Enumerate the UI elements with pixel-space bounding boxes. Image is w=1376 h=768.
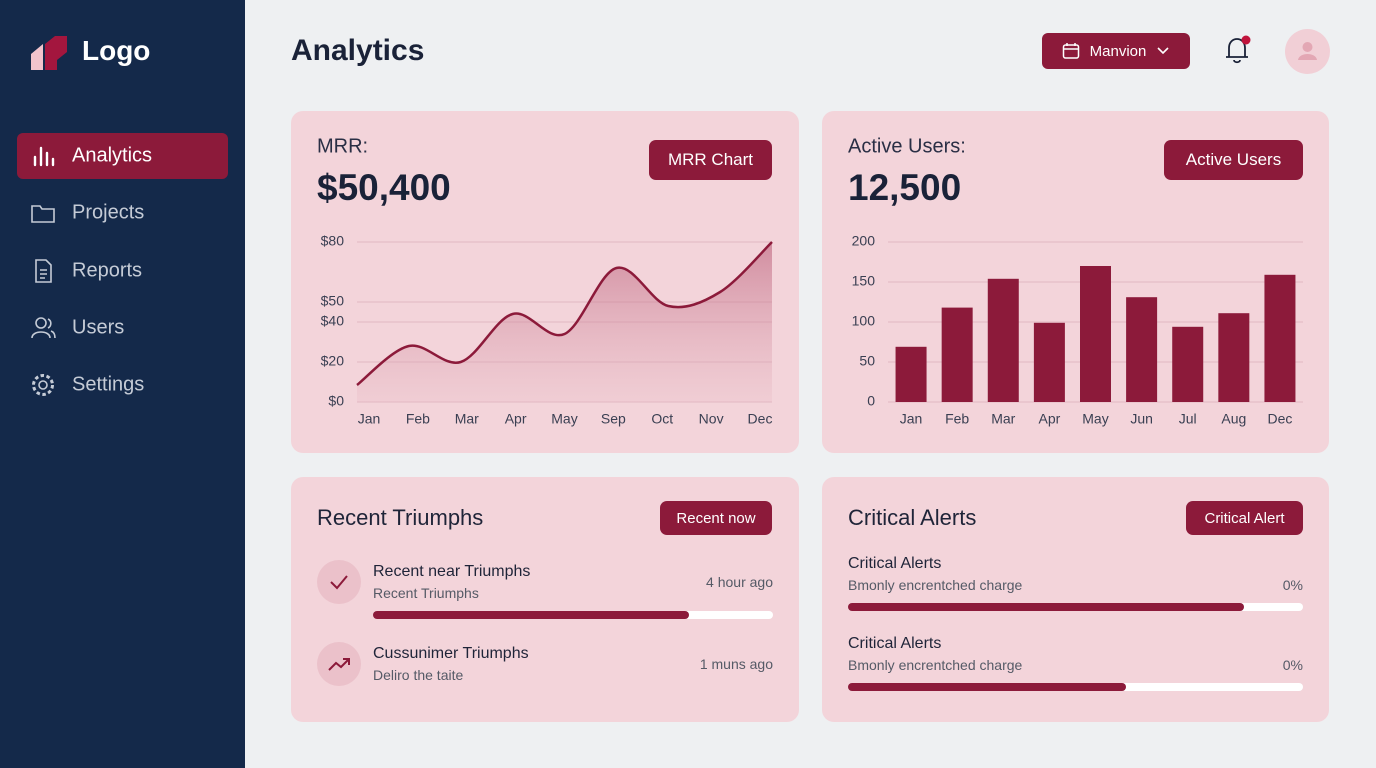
trend-icon <box>317 642 361 686</box>
x-tick-label: Jan <box>358 411 381 427</box>
bar <box>1172 326 1204 402</box>
x-tick-label: Mar <box>991 411 1015 427</box>
x-tick-label: Jan <box>900 411 923 427</box>
bar <box>1218 313 1250 402</box>
page-title: Analytics <box>291 34 425 67</box>
x-tick-label: Feb <box>945 411 969 427</box>
item-title: Cussunimer Triumphs <box>373 645 529 662</box>
alerts-card: Critical Alerts Critical Alert Critical … <box>822 477 1329 722</box>
progress-track <box>848 683 1303 691</box>
item-status: 0% <box>1282 657 1303 673</box>
x-tick-label: Nov <box>699 411 724 427</box>
nav-icon <box>32 374 54 396</box>
panel-title: Recent Triumphs <box>317 505 484 530</box>
progress-fill <box>848 683 1126 691</box>
panel-title: Critical Alerts <box>848 505 977 530</box>
y-tick-label: $20 <box>321 353 345 369</box>
y-tick-label: $50 <box>321 293 345 309</box>
y-tick-label: 200 <box>852 233 876 249</box>
item-title: Critical Alerts <box>848 555 942 572</box>
card-title: MRR: <box>317 135 369 158</box>
chart-button[interactable]: Active Users <box>1164 140 1303 180</box>
users-card: Active Users: 12,500 Active Users 0 50 100… <box>822 111 1329 453</box>
x-tick-label: Sep <box>601 411 626 427</box>
x-tick-label: Feb <box>406 411 430 427</box>
item-subtitle: Bmonly encrentched charge <box>848 657 1023 673</box>
progress-fill <box>848 603 1244 611</box>
sidebar: Logo Analytics Projects Reports Users Se… <box>0 0 245 768</box>
line-chart: $0 $20 $40 $50 $80 Jan Feb Mar Apr May Sep Oct Nov De… <box>321 233 773 427</box>
nav-item[interactable]: Analytics <box>72 144 153 167</box>
x-tick-label: Mar <box>455 411 479 427</box>
y-tick-label: $0 <box>328 393 344 409</box>
nav-icon <box>31 317 56 339</box>
item-title: Recent near Triumphs <box>373 563 531 580</box>
x-tick-label: Jul <box>1179 411 1197 427</box>
nav-item[interactable]: Projects <box>72 201 145 224</box>
bar-chart: 0 50 100 150 200 Jan Feb Mar Apr May Jun Jul Aug Dec <box>852 233 1303 427</box>
nav-item[interactable]: Reports <box>72 259 143 282</box>
panel-button[interactable]: Critical Alert <box>1186 501 1303 535</box>
calendar-icon <box>1062 43 1079 59</box>
y-tick-label: $80 <box>321 233 345 249</box>
x-tick-label: May <box>1082 411 1108 427</box>
avatar[interactable] <box>1285 29 1330 74</box>
bar <box>1264 274 1296 402</box>
item-title: Critical Alerts <box>848 635 942 652</box>
date-button-label: Manvion <box>1089 42 1147 60</box>
panel-button[interactable]: Recent now <box>660 501 772 535</box>
bar <box>1080 266 1111 402</box>
y-tick-label: 0 <box>867 393 875 409</box>
nav-item[interactable]: Users <box>72 316 125 339</box>
card-headline: 12,500 <box>848 167 962 208</box>
mrr-card: MRR: $50,400 MRR Chart $0 $20 $40 $50 $80 Jan… <box>291 111 799 453</box>
x-tick-label: Jun <box>1130 411 1153 427</box>
date-button[interactable]: Manvion <box>1042 33 1190 69</box>
chevron-icon <box>1157 47 1169 55</box>
item-time: 4 hour ago <box>706 574 773 590</box>
x-tick-label: Aug <box>1221 411 1246 427</box>
y-tick-label: 100 <box>852 313 876 329</box>
logo-text: Logo <box>82 35 151 66</box>
chart-button[interactable]: MRR Chart <box>649 140 772 180</box>
line <box>356 241 773 386</box>
x-tick-label: Apr <box>505 411 527 427</box>
bar <box>1033 322 1065 402</box>
x-tick-label: Apr <box>1038 411 1060 427</box>
active-nav-bg <box>17 133 228 179</box>
item-subtitle: Bmonly encrentched charge <box>848 577 1023 593</box>
card-title: Active Users: <box>848 135 966 158</box>
nav-icon <box>33 146 55 167</box>
progress-fill <box>373 611 689 619</box>
item-subtitle: Deliro the taite <box>373 667 464 683</box>
x-tick-label: May <box>551 411 577 427</box>
check-icon <box>317 560 361 604</box>
nav-icon <box>31 205 55 223</box>
nav-item[interactable]: Settings <box>72 373 145 396</box>
triumphs-card: Recent Triumphs Recent now Recent near T… <box>291 477 799 722</box>
progress-track <box>373 611 773 619</box>
x-tick-label: Dec <box>1267 411 1292 427</box>
bar <box>941 307 973 402</box>
item-time: 1 muns ago <box>699 656 773 672</box>
bar <box>1126 297 1158 402</box>
bar <box>895 346 927 402</box>
card-headline: $50,400 <box>317 167 451 208</box>
item-subtitle: Recent Triumphs <box>373 585 479 601</box>
nav-icon <box>35 259 52 283</box>
bar <box>987 278 1019 402</box>
y-tick-label: $40 <box>321 313 345 329</box>
progress-track <box>848 603 1303 611</box>
item-status: 0% <box>1282 577 1303 593</box>
x-tick-label: Oct <box>651 411 673 427</box>
notification-bell[interactable] <box>1224 34 1252 66</box>
x-tick-label: Dec <box>748 411 773 427</box>
y-tick-label: 50 <box>859 353 875 369</box>
logo-icon <box>31 36 67 70</box>
y-tick-label: 150 <box>852 273 876 289</box>
